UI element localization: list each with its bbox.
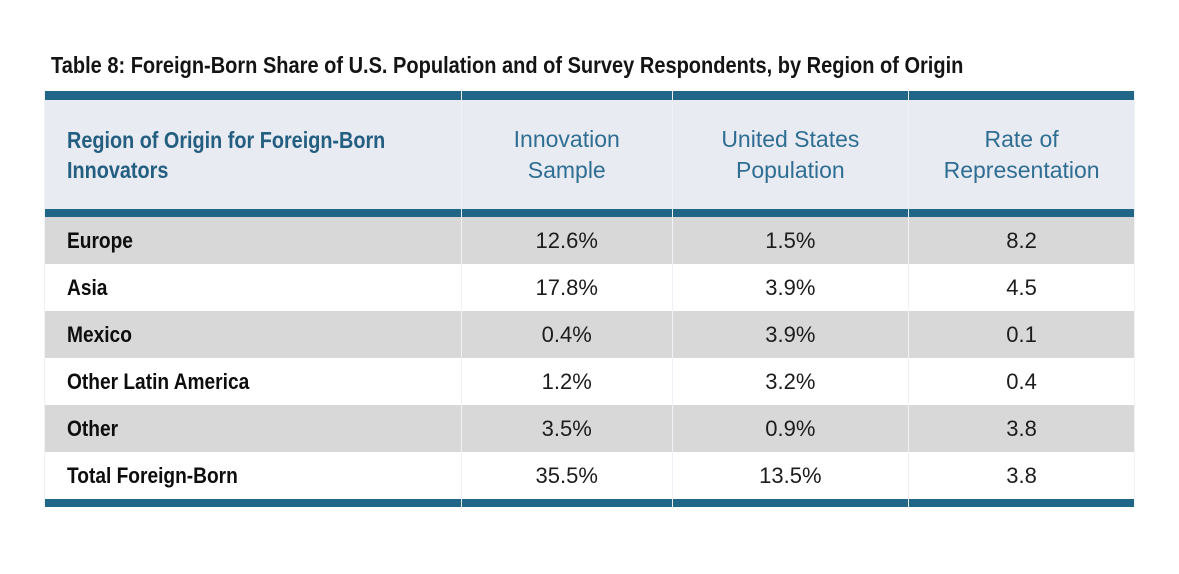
table-caption-text: Table 8: Foreign-Born Share of U.S. Popu… <box>51 52 964 78</box>
table-row-total-foreign-born: Total Foreign-Born 35.5% 13.5% 3.8 <box>45 452 1134 499</box>
foreign-born-share-table: Region of Origin for Foreign-Born Innova… <box>44 91 1135 507</box>
table-row-europe: Europe 12.6% 1.5% 8.2 <box>45 217 1134 264</box>
row-label-cell: Other Latin America <box>45 358 461 405</box>
value-cell: 12.6% <box>461 217 672 264</box>
row-label-text: Mexico <box>67 321 132 347</box>
table-row-other: Other 3.5% 0.9% 3.8 <box>45 405 1134 452</box>
rule-segment <box>45 209 461 217</box>
value-cell: 13.5% <box>672 452 909 499</box>
rule-segment <box>45 499 461 507</box>
page: Table 8: Foreign-Born Share of U.S. Popu… <box>0 52 1179 507</box>
value-cell: 17.8% <box>461 264 672 311</box>
rule-segment <box>672 209 909 217</box>
column-header-rate-of-representation: Rate of Representation <box>909 100 1134 209</box>
table-row-other-latin-america: Other Latin America 1.2% 3.2% 0.4 <box>45 358 1134 405</box>
row-label-text: Other Latin America <box>67 368 250 394</box>
column-header-label: Rate of Representation <box>943 125 1100 183</box>
row-label-cell: Europe <box>45 217 461 264</box>
column-header-region-of-origin-for-foreign-born-innovators: Region of Origin for Foreign-Born Innova… <box>45 100 461 209</box>
rule-segment <box>909 91 1134 100</box>
row-label-text: Europe <box>67 227 133 253</box>
value-cell: 3.5% <box>461 405 672 452</box>
row-label-cell: Mexico <box>45 311 461 358</box>
value-cell: 3.8 <box>909 452 1134 499</box>
table-caption: Table 8: Foreign-Born Share of U.S. Popu… <box>51 52 1135 78</box>
column-header-united-states-population: United States Population <box>672 100 909 209</box>
column-header-label: Region of Origin for Foreign-Born Innova… <box>67 126 386 183</box>
column-header-label: Innovation Sample <box>513 125 620 183</box>
column-header-innovation-sample: Innovation Sample <box>461 100 672 209</box>
value-cell: 4.5 <box>909 264 1134 311</box>
row-label-cell: Total Foreign-Born <box>45 452 461 499</box>
table-row-mexico: Mexico 0.4% 3.9% 0.1 <box>45 311 1134 358</box>
value-cell: 3.9% <box>672 264 909 311</box>
value-cell: 8.2 <box>909 217 1134 264</box>
header-row: Region of Origin for Foreign-Born Innova… <box>45 100 1134 209</box>
table-row-asia: Asia 17.8% 3.9% 4.5 <box>45 264 1134 311</box>
row-label-text: Other <box>67 415 119 441</box>
value-cell: 0.4% <box>461 311 672 358</box>
table-top-rule <box>45 91 1134 100</box>
rule-segment <box>909 209 1134 217</box>
table-bottom-rule <box>45 499 1134 507</box>
rule-segment <box>461 499 672 507</box>
value-cell: 35.5% <box>461 452 672 499</box>
value-cell: 1.2% <box>461 358 672 405</box>
value-cell: 0.4 <box>909 358 1134 405</box>
rule-segment <box>461 209 672 217</box>
value-cell: 3.8 <box>909 405 1134 452</box>
column-header-label: United States Population <box>721 125 860 183</box>
value-cell: 0.1 <box>909 311 1134 358</box>
row-label-cell: Asia <box>45 264 461 311</box>
row-label-cell: Other <box>45 405 461 452</box>
header-divider-rule <box>45 209 1134 217</box>
rule-segment <box>909 499 1134 507</box>
value-cell: 3.2% <box>672 358 909 405</box>
rule-segment <box>45 91 461 100</box>
value-cell: 1.5% <box>672 217 909 264</box>
row-label-text: Total Foreign-Born <box>67 462 238 488</box>
value-cell: 0.9% <box>672 405 909 452</box>
rule-segment <box>672 91 909 100</box>
rule-segment <box>672 499 909 507</box>
row-label-text: Asia <box>67 274 108 300</box>
rule-segment <box>461 91 672 100</box>
value-cell: 3.9% <box>672 311 909 358</box>
